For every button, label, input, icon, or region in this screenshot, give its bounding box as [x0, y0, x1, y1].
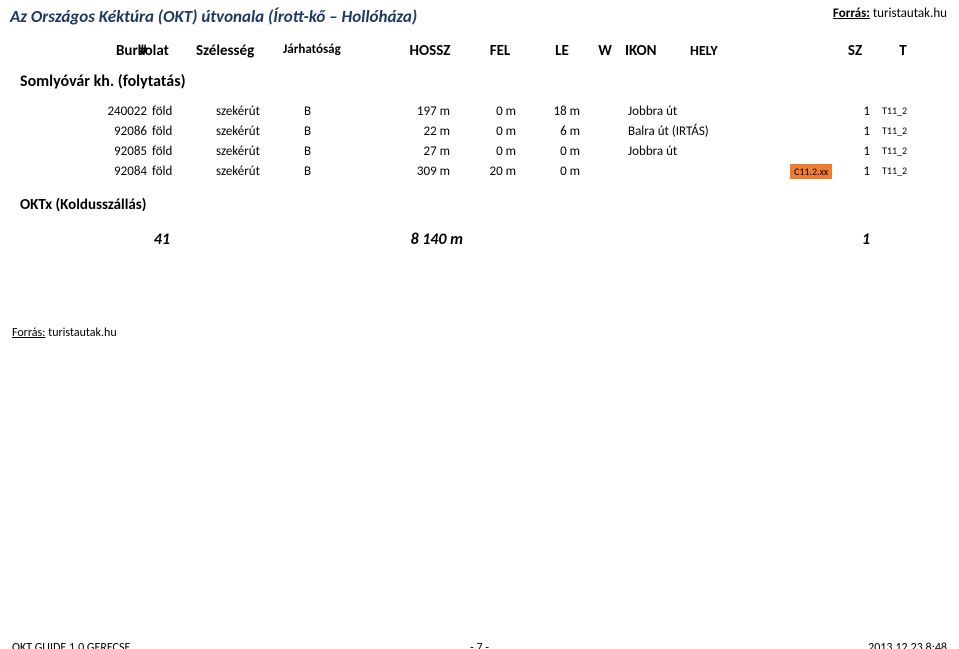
cell-jarhatosag: B — [304, 104, 344, 119]
section-end-title: OKTx (Koldusszállás) — [20, 196, 146, 214]
cell-le: 0 m — [530, 144, 580, 159]
table-row: 92084 föld szekérút B 309 m 20 m 0 m C11… — [0, 164, 959, 184]
cell-fel: 0 m — [466, 144, 516, 159]
cell-sz: 1 — [840, 124, 870, 139]
cell-t: T11_2 — [882, 144, 932, 157]
cell-fel: 0 m — [466, 124, 516, 139]
col-burkolat: Burkolat — [116, 42, 206, 60]
col-t: T — [883, 42, 923, 60]
col-hely: HELY — [690, 42, 750, 59]
cell-szelesseg: szekérút — [216, 104, 286, 119]
cell-hossz: 197 m — [390, 104, 450, 119]
cell-jarhatosag: B — [304, 144, 344, 159]
col-w: W — [590, 42, 620, 60]
total-count: 41 — [130, 230, 170, 249]
col-ikon: IKON — [625, 42, 675, 60]
source-bottom-value: turistautak.hu — [48, 326, 116, 340]
cell-sz: 1 — [840, 164, 870, 179]
cell-sz: 1 — [840, 104, 870, 119]
cell-le: 6 m — [530, 124, 580, 139]
source-top: Forrás: turistautak.hu — [833, 6, 947, 21]
cell-szelesseg: szekérút — [216, 144, 286, 159]
cell-ikon: Balra út (IRTÁS) — [628, 124, 788, 139]
cell-jarhatosag: B — [304, 124, 344, 139]
cell-fel: 0 m — [466, 104, 516, 119]
source-top-value: turistautak.hu — [873, 6, 947, 21]
cell-hossz: 309 m — [390, 164, 450, 179]
cell-id: 92085 — [85, 144, 147, 159]
cell-hossz: 22 m — [390, 124, 450, 139]
col-fel: FEL — [475, 42, 525, 60]
cell-burkolat: föld — [152, 124, 212, 139]
cell-burkolat: föld — [152, 104, 212, 119]
col-jarhatosag: Járhatóság — [283, 42, 383, 57]
col-sz: SZ — [835, 42, 875, 60]
cell-fel: 20 m — [466, 164, 516, 179]
cell-le: 18 m — [530, 104, 580, 119]
cell-burkolat: föld — [152, 144, 212, 159]
cell-id: 240022 — [85, 104, 147, 119]
source-top-label: Forrás: — [833, 6, 870, 21]
cell-szelesseg: szekérút — [216, 124, 286, 139]
table-row: 92086 föld szekérút B 22 m 0 m 6 m Balra… — [0, 124, 959, 144]
total-sz: 1 — [840, 230, 870, 249]
col-szelesseg: Szélesség — [196, 42, 286, 60]
hely-badge: C11.2.xx — [790, 164, 832, 179]
col-le: LE — [537, 42, 587, 60]
source-bottom: Forrás: turistautak.hu — [12, 326, 117, 340]
col-hossz: HOSSZ — [395, 42, 465, 60]
section-continue-title: Somlyóvár kh. (folytatás) — [20, 72, 186, 91]
cell-t: T11_2 — [882, 104, 932, 117]
cell-burkolat: föld — [152, 164, 212, 179]
cell-szelesseg: szekérút — [216, 164, 286, 179]
page-title: Az Országos Kéktúra (OKT) útvonala (Írot… — [10, 6, 417, 27]
column-headers: # Burkolat Szélesség Járhatóság HOSSZ FE… — [0, 42, 959, 66]
totals-row: 41 8 140 m 1 — [0, 230, 959, 250]
cell-id: 92084 — [85, 164, 147, 179]
cell-le: 0 m — [530, 164, 580, 179]
cell-ikon: Jobbra út — [628, 144, 788, 159]
footer-right: 2013.12.23 8:48 — [868, 641, 947, 649]
total-length: 8 140 m — [383, 230, 463, 249]
footer-center: - 7 - — [0, 641, 959, 649]
cell-id: 92086 — [85, 124, 147, 139]
cell-jarhatosag: B — [304, 164, 344, 179]
cell-t: T11_2 — [882, 124, 932, 137]
table-row: 240022 föld szekérút B 197 m 0 m 18 m Jo… — [0, 104, 959, 124]
cell-t: T11_2 — [882, 164, 932, 177]
table-row: 92085 föld szekérút B 27 m 0 m 0 m Jobbr… — [0, 144, 959, 164]
cell-hossz: 27 m — [390, 144, 450, 159]
cell-ikon: Jobbra út — [628, 104, 788, 119]
source-bottom-label: Forrás: — [12, 326, 45, 340]
cell-sz: 1 — [840, 144, 870, 159]
